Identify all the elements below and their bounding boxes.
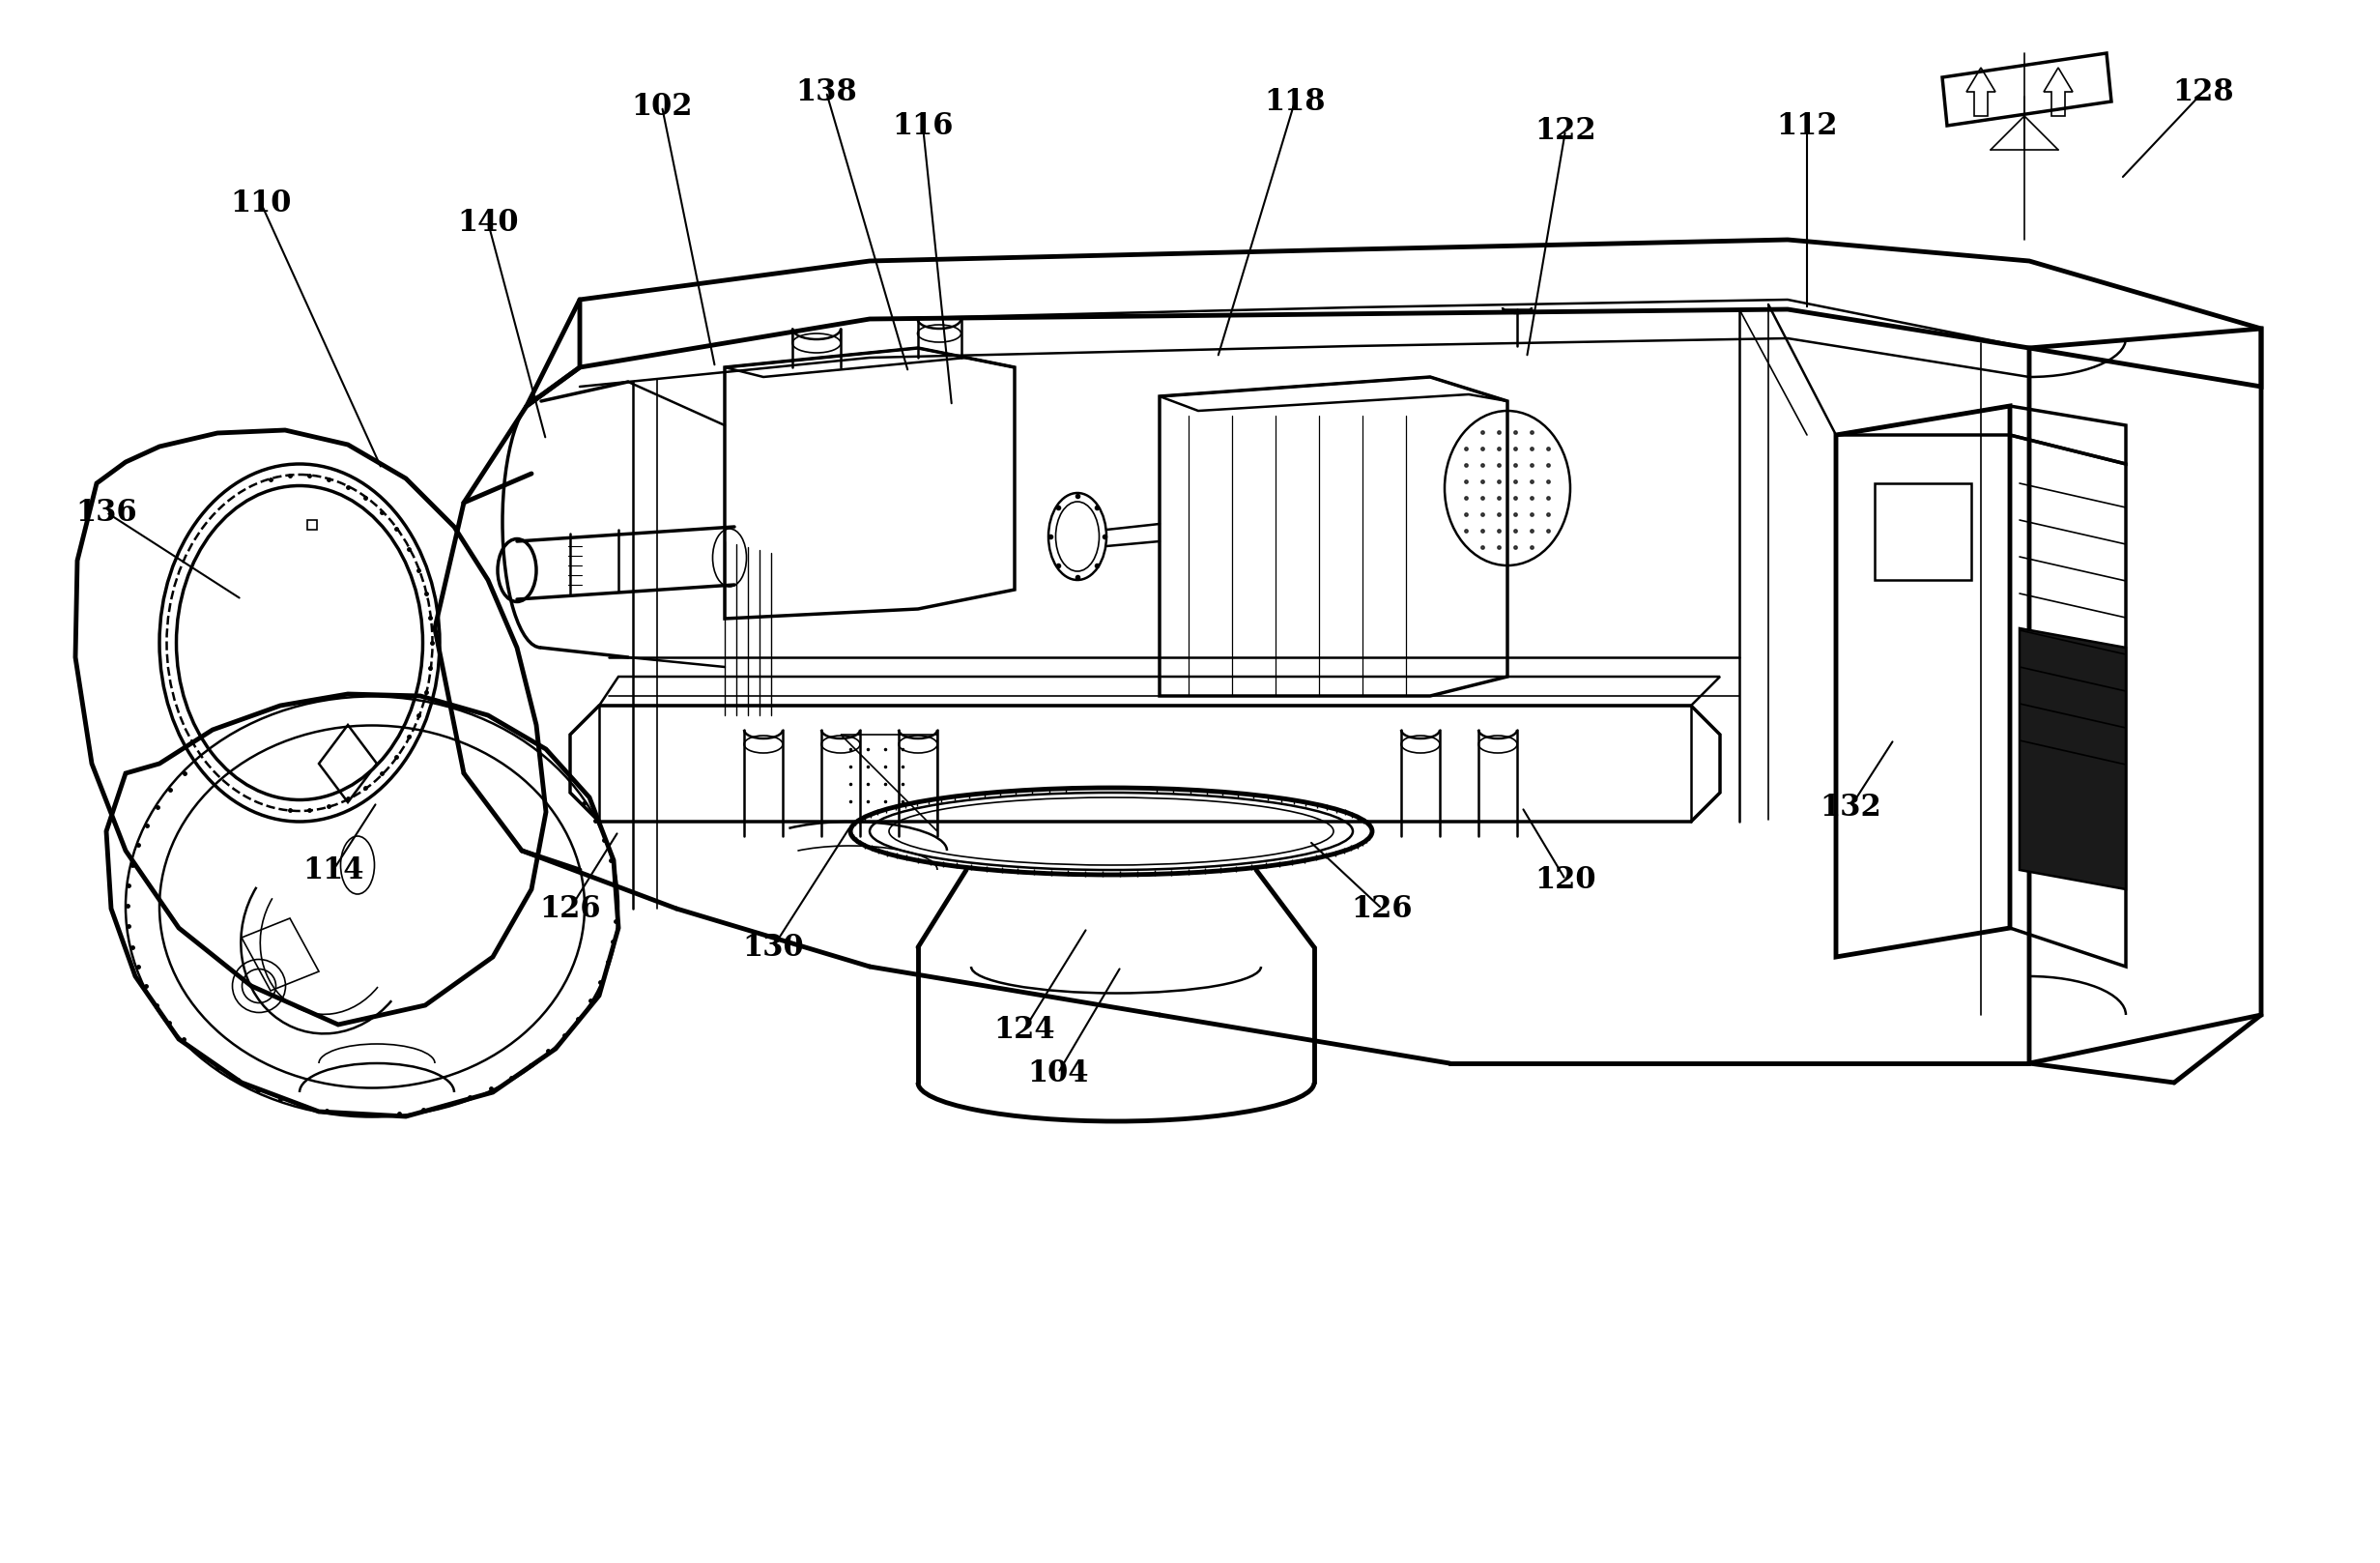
Text: 130: 130 <box>743 932 804 963</box>
Text: 126: 126 <box>540 894 600 924</box>
Text: 140: 140 <box>457 208 519 238</box>
Text: 132: 132 <box>1821 792 1880 822</box>
Text: 116: 116 <box>892 111 954 141</box>
Text: 128: 128 <box>2173 77 2235 106</box>
Text: 112: 112 <box>1775 111 1837 141</box>
Text: 126: 126 <box>1352 894 1411 924</box>
Text: 104: 104 <box>1028 1058 1088 1088</box>
Text: 120: 120 <box>1535 864 1597 894</box>
Polygon shape <box>2021 628 2125 889</box>
Text: 124: 124 <box>992 1014 1054 1044</box>
Text: 110: 110 <box>231 188 290 217</box>
Text: 136: 136 <box>76 497 138 527</box>
Text: 138: 138 <box>795 77 857 106</box>
Text: 122: 122 <box>1535 116 1597 145</box>
Text: 114: 114 <box>302 855 364 885</box>
Text: 102: 102 <box>631 91 693 122</box>
Text: 118: 118 <box>1264 86 1326 117</box>
